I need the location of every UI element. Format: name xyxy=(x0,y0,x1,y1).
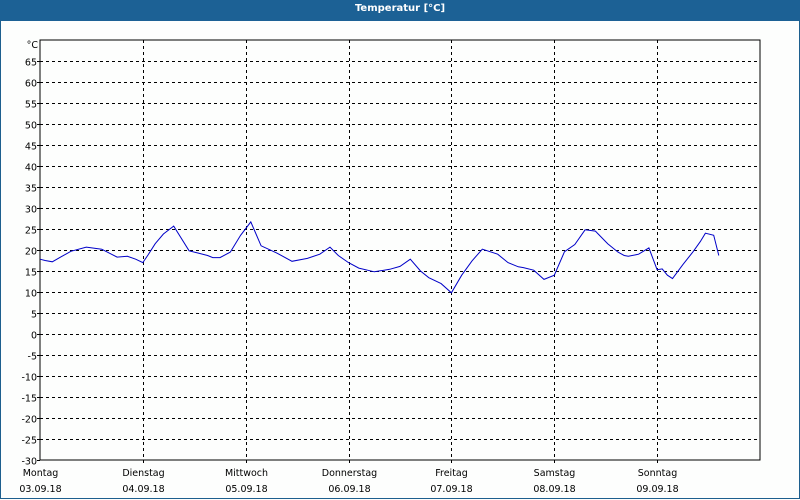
y-tick-label: 65 xyxy=(25,58,37,69)
y-tick-label: 5 xyxy=(31,310,37,321)
x-day-label: Donnerstag xyxy=(322,468,377,479)
x-date-label: 03.09.18 xyxy=(19,484,61,495)
x-date-label: 05.09.18 xyxy=(225,484,267,495)
y-tick-label: 50 xyxy=(25,121,37,132)
y-tick-label: 25 xyxy=(25,226,37,237)
x-date-label: 07.09.18 xyxy=(430,484,472,495)
x-day-label: Dienstag xyxy=(122,468,164,479)
y-tick-label: -20 xyxy=(21,415,37,426)
x-date-label: 09.09.18 xyxy=(636,484,678,495)
y-tick-label: 55 xyxy=(25,100,37,111)
x-date-label: 06.09.18 xyxy=(328,484,370,495)
x-day-label: Mittwoch xyxy=(225,468,268,479)
y-tick-label: -30 xyxy=(21,457,37,468)
x-day-label: Freitag xyxy=(435,468,468,479)
x-date-label: 04.09.18 xyxy=(122,484,164,495)
y-tick-label: -15 xyxy=(21,394,37,405)
y-tick-label: 40 xyxy=(25,163,37,174)
y-tick-label: 45 xyxy=(25,142,37,153)
y-tick-label: -25 xyxy=(21,436,37,447)
x-day-label: Samstag xyxy=(534,468,576,479)
y-axis-unit: °C xyxy=(27,40,39,51)
y-tick-label: -5 xyxy=(28,352,37,363)
y-tick-label: 15 xyxy=(25,268,37,279)
plot-area-border xyxy=(39,39,761,461)
y-tick-label: 35 xyxy=(25,184,37,195)
x-axis-labels: Montag 03.09.18 Dienstag 04.09.18 Mittwoch 05… xyxy=(19,468,678,495)
y-tick-label: 0 xyxy=(31,331,37,342)
x-date-label: 08.09.18 xyxy=(533,484,575,495)
y-tick-label: 30 xyxy=(25,205,37,216)
grid-lines xyxy=(37,40,760,464)
y-tick-label: -10 xyxy=(21,373,37,384)
window-title: Temperatur [°C] xyxy=(0,0,800,21)
x-day-label: Montag xyxy=(23,468,59,479)
y-tick-label: 10 xyxy=(25,289,37,300)
temperature-line xyxy=(39,220,720,294)
y-axis-labels: 65605550454035302520151050-5-10-15-20-25… xyxy=(21,58,37,468)
x-day-label: Sonntag xyxy=(638,468,677,479)
y-tick-label: 60 xyxy=(25,79,37,90)
y-tick-label: 20 xyxy=(25,247,37,258)
